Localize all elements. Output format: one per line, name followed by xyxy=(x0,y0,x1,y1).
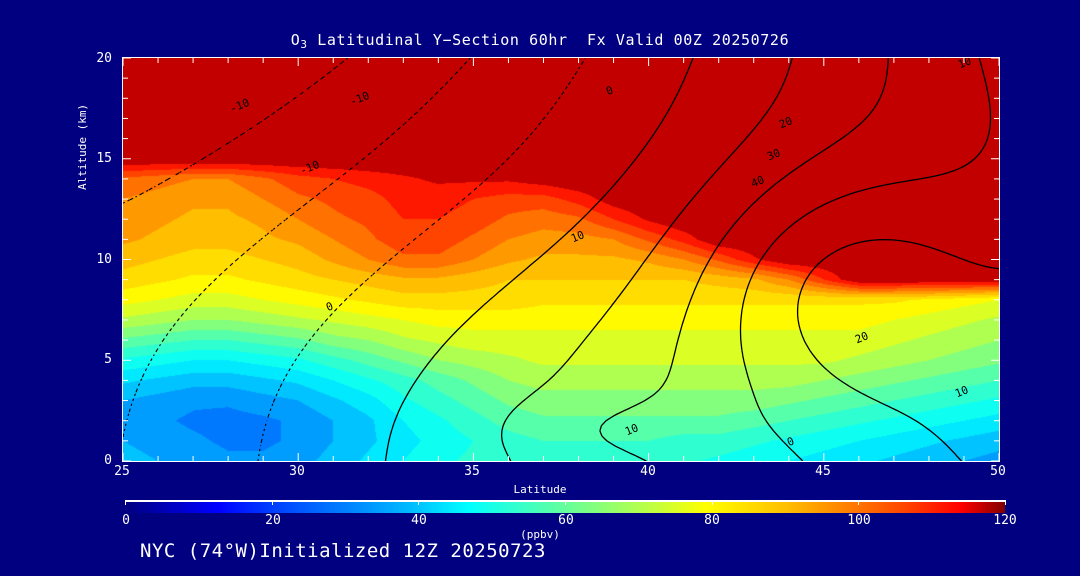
contour-label: 10 xyxy=(956,58,973,71)
contour-label: 10 xyxy=(623,421,640,438)
svg-text:10: 10 xyxy=(569,228,586,245)
colorbar-tick xyxy=(418,500,420,505)
contour-label: 30 xyxy=(765,146,782,163)
colorbar-tick xyxy=(271,500,273,505)
colorbar-unit-label: (ppbv) xyxy=(520,528,560,541)
y-tick-label: 20 xyxy=(96,51,112,66)
x-tick-label: 30 xyxy=(289,464,305,479)
colorbar-tick-label: 120 xyxy=(993,513,1017,528)
colorbar-tick-label: 100 xyxy=(847,513,871,528)
colorbar-tick xyxy=(1005,500,1006,505)
contour-label: 20 xyxy=(853,329,870,346)
svg-text:20: 20 xyxy=(853,329,870,346)
contour-line-level--30 xyxy=(123,58,349,204)
colorbar-tick xyxy=(711,500,713,505)
footer-caption: NYC (74°W)Initialized 12Z 20250723 xyxy=(140,540,546,562)
x-tick-label: 25 xyxy=(114,464,130,479)
svg-text:10: 10 xyxy=(623,421,640,438)
contour-line-level--20 xyxy=(123,58,471,438)
colorbar-tick-label: 60 xyxy=(558,513,574,528)
colorbar-tick xyxy=(565,500,566,505)
svg-text:0: 0 xyxy=(324,299,335,314)
ozone-color-field xyxy=(123,58,999,461)
contour-label: 40 xyxy=(749,173,766,190)
cross-section-plot-area: -10 -10 -10 0 0 0 10 10 10 10 20 20 30 40 xyxy=(122,57,1000,462)
svg-text:20: 20 xyxy=(777,114,794,131)
contour-label: 0 xyxy=(324,299,335,314)
x-tick-label: 50 xyxy=(990,464,1006,479)
y-tick-label: 10 xyxy=(96,252,112,267)
x-tick-label: 40 xyxy=(640,464,656,479)
title-rest: Latitudinal Y−Section 60hr Fx Valid 00Z … xyxy=(307,31,790,49)
contour-line-level--10 xyxy=(257,58,586,461)
contour-label: 0 xyxy=(785,434,796,449)
y-tick-label: 5 xyxy=(104,352,112,367)
x-tick-label: 35 xyxy=(464,464,480,479)
y-tick-label: 0 xyxy=(104,453,112,468)
contour-line-level-10 xyxy=(500,58,793,461)
x-tick-label: 45 xyxy=(815,464,831,479)
contour-label: 10 xyxy=(569,228,586,245)
contour-line-level-30 xyxy=(739,58,992,461)
page-title: O3 Latitudinal Y−Section 60hr Fx Valid 0… xyxy=(0,31,1080,51)
title-prefix: O xyxy=(290,31,301,49)
contour-line-level-20 xyxy=(599,58,889,461)
svg-text:30: 30 xyxy=(765,146,782,163)
colorbar-tick-label: 20 xyxy=(265,513,281,528)
y-axis-title: Altitude (km) xyxy=(76,103,89,190)
contour-line-level-0 xyxy=(384,58,694,461)
contour-label: 0 xyxy=(604,83,615,98)
y-tick-label: 15 xyxy=(96,151,112,166)
contour-line-level-40 xyxy=(796,239,999,461)
svg-text:10: 10 xyxy=(953,383,970,400)
contour-label: 20 xyxy=(777,114,794,131)
colorbar-tick-label: 80 xyxy=(704,513,720,528)
title-subscript: 3 xyxy=(300,38,308,51)
svg-text:0: 0 xyxy=(785,434,796,449)
colorbar-tick-label: 40 xyxy=(411,513,427,528)
colorbar-tick xyxy=(858,500,860,505)
colorbar-tick xyxy=(125,500,126,505)
x-axis-title: Latitude xyxy=(513,483,567,496)
svg-text:10: 10 xyxy=(956,58,973,71)
contour-label: 10 xyxy=(953,383,970,400)
svg-text:40: 40 xyxy=(749,173,766,190)
svg-text:0: 0 xyxy=(604,83,615,98)
colorbar-tick-label: 0 xyxy=(122,513,130,528)
colorbar xyxy=(125,500,1006,513)
